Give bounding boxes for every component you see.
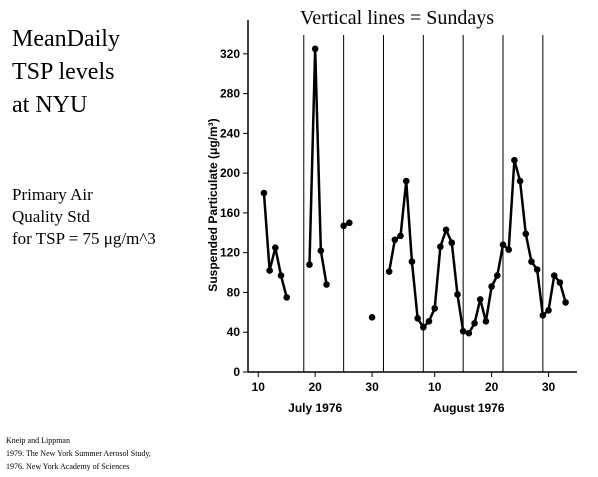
point: [317, 247, 325, 254]
point: [471, 319, 478, 327]
point: [511, 156, 518, 164]
note-line: Quality Std: [12, 207, 90, 226]
point: [522, 230, 530, 238]
point: [385, 268, 393, 275]
point: [448, 239, 456, 247]
y-tick-label: 120: [220, 246, 240, 260]
y-tick-label: 40: [227, 325, 241, 339]
y-axis-label: Suspended Particulate (μg/m³): [206, 118, 220, 291]
point: [425, 317, 433, 325]
point: [499, 241, 507, 249]
x-tick-label: 10: [428, 380, 442, 394]
title-line: TSP levels: [12, 59, 114, 85]
month-label: July 1976: [288, 401, 342, 415]
point: [437, 243, 444, 251]
y-tick-label: 160: [220, 206, 240, 220]
y-tick-label: 0: [233, 365, 240, 379]
point: [306, 261, 313, 268]
point: [397, 232, 404, 240]
source-line: 1976. New York Academy of Sciences: [6, 462, 129, 471]
point: [420, 323, 427, 331]
point: [528, 258, 535, 265]
source-line: 1979. The New York Summer Aerosol Study,: [6, 449, 151, 458]
x-tick-label: 30: [365, 380, 379, 394]
point: [505, 246, 512, 253]
point: [516, 177, 524, 185]
point: [346, 219, 353, 227]
point: [442, 226, 450, 234]
point: [391, 236, 399, 244]
point: [556, 279, 564, 286]
point: [283, 294, 291, 301]
y-tick-label: 240: [220, 126, 240, 140]
point: [408, 258, 416, 265]
point: [260, 189, 268, 197]
point: [266, 267, 273, 274]
point: [323, 281, 330, 288]
point: [494, 272, 501, 279]
x-tick-label: 20: [308, 380, 322, 394]
point: [539, 312, 547, 319]
point: [465, 329, 473, 337]
y-tick-label: 200: [220, 166, 240, 180]
note-line: for TSP = 75 μg/m^3: [12, 229, 156, 248]
point: [277, 272, 285, 279]
y-tick-label: 280: [220, 87, 240, 101]
source-line: Kneip and Lippman: [6, 436, 70, 445]
point: [272, 244, 279, 252]
point: [431, 305, 438, 312]
point: [459, 327, 467, 335]
point: [311, 45, 319, 53]
point: [550, 272, 558, 279]
point: [414, 315, 421, 322]
point: [476, 296, 484, 303]
point: [482, 317, 490, 325]
series-line: [262, 48, 567, 335]
annotation: Vertical lines = Sundays: [300, 7, 494, 29]
title-line: at NYU: [12, 92, 87, 118]
x-tick-label: 10: [252, 380, 266, 394]
x-tick-label: 20: [485, 380, 499, 394]
point: [545, 307, 552, 314]
point: [454, 291, 461, 298]
y-tick-label: 80: [227, 285, 241, 299]
point: [533, 266, 541, 273]
point: [368, 314, 376, 321]
point: [562, 299, 569, 306]
month-label: August 1976: [433, 401, 505, 415]
x-tick-label: 30: [542, 380, 556, 394]
title-line: MeanDaily: [12, 26, 120, 52]
note-line: Primary Air: [12, 185, 93, 204]
point: [402, 177, 410, 185]
y-tick-label: 320: [220, 47, 240, 61]
point: [488, 283, 495, 290]
point: [340, 222, 347, 230]
